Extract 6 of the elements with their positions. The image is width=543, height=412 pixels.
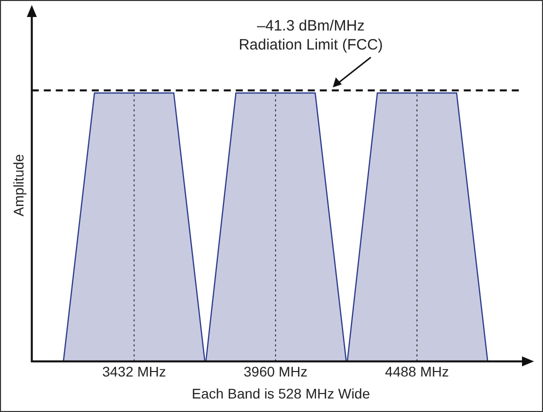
x-tick-label: 3432 MHz (102, 364, 166, 380)
x-tick-label: 4488 MHz (385, 364, 449, 380)
y-axis-title: Amplitude (10, 154, 26, 216)
x-axis-title: Each Band is 528 MHz Wide (192, 385, 370, 402)
x-tick-label: 3960 MHz (244, 364, 308, 380)
ref-line-label: –41.3 dBm/MHz Radiation Limit (FCC) (238, 17, 383, 54)
